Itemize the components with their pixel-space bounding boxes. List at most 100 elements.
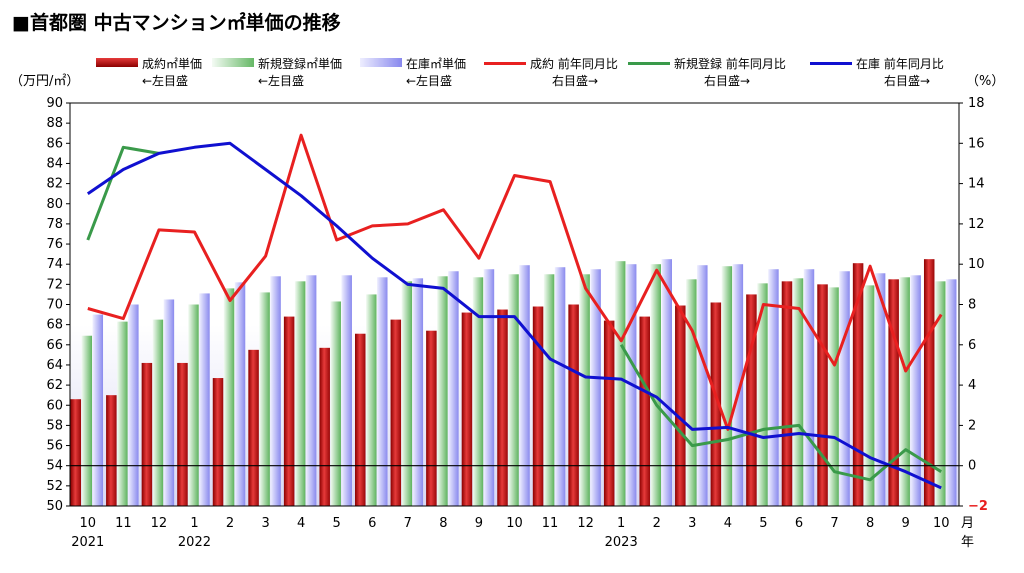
right-tick-label: 0: [968, 459, 976, 474]
bar-new-listing-price: [223, 288, 235, 506]
bar-new-listing-price: [543, 274, 555, 506]
x-tick-label: 10: [80, 516, 97, 531]
bar-new-listing-price: [437, 276, 448, 506]
left-tick-label: 80: [46, 197, 63, 212]
chart-title: ■首都圏 中古マンション㎡単価の推移: [12, 12, 341, 34]
x-tick-label: 1: [190, 516, 198, 531]
bar-closed-price: [817, 284, 828, 506]
line-closed-yoy: [87, 133, 943, 431]
bar-closed-price: [106, 395, 117, 506]
right-tick-label: 12: [968, 217, 985, 232]
bar-closed-price: [852, 263, 864, 506]
x-tick-label: 11: [115, 516, 132, 531]
bar-closed-price: [746, 294, 757, 506]
left-axis-unit: （万円/㎡）: [10, 74, 80, 89]
bar-closed-price: [212, 378, 224, 506]
legend-axis-stock-yoy: 右目盛→: [884, 74, 931, 88]
right-tick-label: 14: [968, 177, 985, 192]
legend-swatch-stock-price: [360, 58, 402, 67]
left-tick-label: 88: [46, 116, 63, 131]
bar-stock-price: [128, 304, 139, 506]
left-tick-label: 82: [46, 177, 63, 192]
bar-stock-price: [234, 282, 246, 506]
left-tick-label: 72: [46, 277, 63, 292]
year-label: 2021: [71, 535, 104, 550]
bar-stock-price: [377, 277, 388, 506]
bar-closed-price: [532, 306, 544, 506]
legend-axis-stock-price: ←左目盛: [406, 74, 453, 88]
x-tick-label: 10: [933, 516, 950, 531]
right-tick-label: 6: [968, 338, 976, 353]
right-tick-label: 10: [968, 257, 985, 272]
x-tick-label: 1: [617, 516, 625, 531]
bar-new-listing-price: [650, 264, 661, 506]
bar-stock-price: [519, 265, 530, 506]
bar-stock-price: [483, 269, 495, 506]
x-tick-label: 4: [297, 516, 305, 531]
bar-closed-price: [461, 312, 473, 506]
right-tick-label: −2: [968, 499, 988, 514]
bar-stock-price: [945, 279, 957, 506]
bar-new-listing-price: [259, 292, 270, 506]
bar-new-listing-price: [863, 285, 875, 506]
bar-closed-price: [888, 279, 899, 506]
left-tick-label: 60: [46, 398, 63, 413]
legend-label-stock-price: 在庫㎡単価: [406, 57, 467, 71]
x-tick-label: 12: [151, 516, 168, 531]
legend-label-new-listing-yoy: 新規登録 前年同月比: [674, 57, 786, 71]
bar-stock-price: [732, 264, 744, 506]
x-tick-label: 8: [439, 516, 447, 531]
bar-closed-price: [639, 316, 650, 506]
x-tick-label: 2: [226, 516, 234, 531]
left-tick-label: 54: [46, 459, 63, 474]
bar-closed-price: [497, 309, 508, 506]
bar-stock-price: [874, 273, 886, 506]
legend-label-stock-yoy: 在庫 前年同月比: [856, 57, 944, 71]
bar-new-listing-price: [934, 281, 946, 506]
left-tick-label: 58: [46, 418, 63, 433]
x-tick-label: 10: [506, 516, 523, 531]
x-tick-label: 4: [724, 516, 732, 531]
legend-axis-closed-yoy: 右目盛→: [552, 74, 599, 88]
left-tick-label: 90: [46, 96, 63, 111]
x-tick-label: 3: [261, 516, 269, 531]
bar-closed-price: [710, 302, 722, 506]
bar-new-listing-price: [614, 261, 626, 506]
bar-closed-price: [141, 362, 153, 506]
x-tick-label: 6: [368, 516, 376, 531]
left-tick-label: 56: [46, 439, 63, 454]
right-tick-label: 16: [968, 136, 985, 151]
left-tick-label: 52: [46, 479, 63, 494]
bar-new-listing-price: [828, 287, 839, 506]
x-tick-label: 12: [577, 516, 594, 531]
bar-closed-price: [355, 333, 366, 506]
right-axis-unit: （%）: [966, 74, 1005, 89]
left-tick-label: 66: [46, 338, 63, 353]
bar-closed-price: [283, 316, 295, 506]
x-tick-label: 11: [542, 516, 559, 531]
bar-stock-price: [305, 275, 317, 506]
x-tick-label: 9: [475, 516, 483, 531]
bar-stock-price: [768, 269, 779, 506]
left-tick-label: 62: [46, 378, 63, 393]
x-tick-label: 3: [688, 516, 696, 531]
bar-new-listing-price: [757, 283, 768, 506]
bar-closed-price: [923, 259, 935, 506]
bar-closed-price: [70, 399, 82, 506]
bar-new-listing-price: [117, 321, 128, 506]
bar-new-listing-price: [81, 335, 93, 506]
legend-item-closed-yoy: 成約 前年同月比 右目盛→: [484, 56, 634, 92]
bar-closed-price: [177, 362, 188, 506]
x-tick-label: 5: [333, 516, 341, 531]
line-stock-yoy: [86, 141, 942, 490]
legend-line-stock-yoy: [810, 62, 852, 65]
x-tick-label: 6: [795, 516, 803, 531]
x-tick-label: 7: [830, 516, 838, 531]
left-tick-label: 84: [46, 156, 63, 171]
x-tick-label: 9: [902, 516, 910, 531]
left-tick-label: 78: [46, 217, 63, 232]
legend-swatch-closed-price: [96, 58, 138, 67]
bar-closed-price: [426, 330, 437, 506]
bar-new-listing-price: [579, 274, 590, 506]
